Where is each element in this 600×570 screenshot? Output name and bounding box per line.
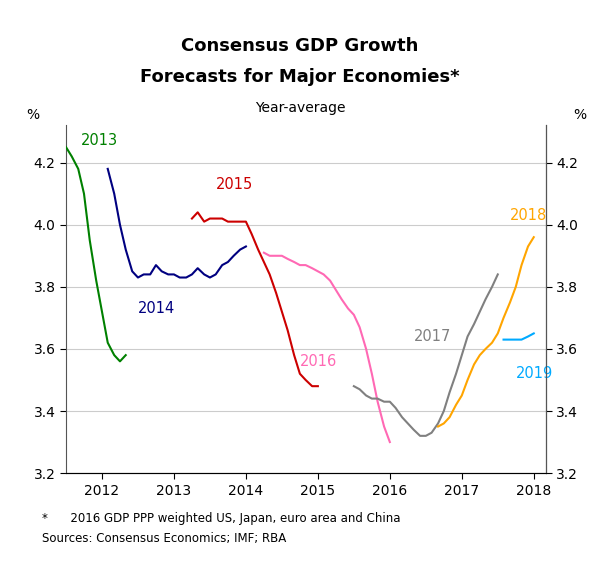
Text: %: %	[26, 108, 39, 122]
Text: 2015: 2015	[215, 177, 253, 192]
Text: Sources: Consensus Economics; IMF; RBA: Sources: Consensus Economics; IMF; RBA	[42, 532, 286, 545]
Text: Consensus GDP Growth: Consensus GDP Growth	[181, 36, 419, 55]
Text: 2017: 2017	[413, 329, 451, 344]
Text: 2013: 2013	[80, 133, 118, 148]
Text: 2014: 2014	[138, 301, 175, 316]
Text: *      2016 GDP PPP weighted US, Japan, euro area and China: * 2016 GDP PPP weighted US, Japan, euro …	[42, 512, 401, 525]
Text: %: %	[573, 108, 586, 122]
Text: Forecasts for Major Economies*: Forecasts for Major Economies*	[140, 68, 460, 86]
Text: 2019: 2019	[516, 367, 553, 381]
Text: 2016: 2016	[300, 354, 337, 369]
Text: 2018: 2018	[510, 208, 547, 223]
Text: Year-average: Year-average	[255, 101, 345, 115]
